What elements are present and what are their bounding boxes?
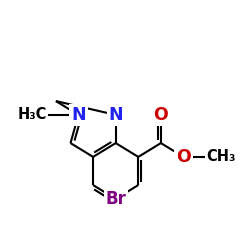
Text: O: O xyxy=(154,106,168,124)
Text: N: N xyxy=(108,106,123,124)
Text: Br: Br xyxy=(105,190,126,208)
Text: O: O xyxy=(176,148,191,166)
Text: CH₃: CH₃ xyxy=(206,150,236,164)
Text: H₃C: H₃C xyxy=(17,108,46,122)
Text: N: N xyxy=(71,106,86,124)
